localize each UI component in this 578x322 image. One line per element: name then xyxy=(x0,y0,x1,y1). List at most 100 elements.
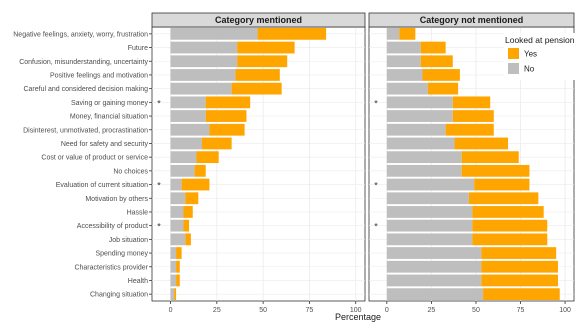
bar-segment-yes xyxy=(181,178,210,191)
bar-segment-no xyxy=(170,55,238,68)
y-category-label: Evaluation of current situation xyxy=(56,182,148,189)
bar-segment-yes xyxy=(481,247,557,259)
x-tick-label: 25 xyxy=(213,307,221,314)
bar-segment-no xyxy=(170,233,186,246)
bar-segment-yes xyxy=(237,41,295,54)
y-category-label: Confusion, misunderstanding, uncertainty xyxy=(19,59,148,66)
y-category-label: No choices xyxy=(113,168,148,175)
legend-swatch xyxy=(508,48,519,59)
bar-segment-no xyxy=(170,41,238,54)
x-tick-label: 0 xyxy=(169,307,173,314)
bar-segment-no xyxy=(170,82,232,95)
bar-segment-yes xyxy=(205,96,251,109)
bar-segment-yes xyxy=(399,27,416,40)
bar-segment-yes xyxy=(202,137,232,150)
bar-segment-yes xyxy=(461,151,519,164)
x-tick-label: 0 xyxy=(385,307,389,314)
bar-segment-no xyxy=(386,82,428,95)
y-category-label: Saving or gaining money xyxy=(71,100,149,107)
bar-segment-yes xyxy=(472,219,548,232)
bar-segment-yes xyxy=(422,69,460,81)
bar-segment-no xyxy=(386,41,421,54)
y-category-label: Cost or value of product or service xyxy=(41,155,148,162)
bar-segment-no xyxy=(170,151,197,164)
bar-segment-yes xyxy=(235,69,280,81)
y-category-label: Job situation xyxy=(109,237,148,244)
bar-segment-no xyxy=(170,178,182,191)
bar-segment-yes xyxy=(481,274,558,287)
bar-segment-yes xyxy=(454,137,509,150)
bar-segment-yes xyxy=(194,164,206,177)
bar-segment-no xyxy=(386,96,453,109)
bar-segment-yes xyxy=(205,110,247,122)
facet-title: Category mentioned xyxy=(215,15,302,25)
facet-strip xyxy=(368,12,575,28)
legend-label: Yes xyxy=(524,50,537,59)
bar-segment-yes xyxy=(468,192,539,205)
bar-segment-yes xyxy=(452,110,494,122)
y-category-label: Negative feelings, anxiety, worry, frust… xyxy=(13,31,148,38)
y-category-label: Changing situation xyxy=(90,292,148,299)
bar-segment-no xyxy=(386,192,469,205)
bar-segment-yes xyxy=(483,288,560,301)
y-category-label: Characteristics provider xyxy=(74,264,148,271)
bar-segment-no xyxy=(170,192,186,205)
y-category-label: Accessibility of product xyxy=(77,223,148,230)
bar-segment-yes xyxy=(196,151,219,164)
legend-swatch xyxy=(508,63,519,74)
significance-marker: * xyxy=(157,98,161,108)
x-tick-label: 100 xyxy=(559,307,571,314)
bar-segment-no xyxy=(386,206,473,218)
bar-segment-yes xyxy=(185,233,191,246)
y-category-label: Future xyxy=(128,45,148,52)
y-category-label: Careful and considered decision making xyxy=(23,86,148,93)
bar-segment-no xyxy=(386,137,455,150)
bar-segment-no xyxy=(170,260,177,273)
bar-segment-yes xyxy=(231,82,282,95)
y-category-label: Money, financial situation xyxy=(70,114,148,121)
y-category-label: Hassle xyxy=(127,209,149,216)
bar-segment-yes xyxy=(176,260,180,273)
y-category-label: Need for safety and security xyxy=(61,141,149,148)
y-category-label: Health xyxy=(128,278,148,285)
panel-background xyxy=(151,26,366,302)
bar-segment-yes xyxy=(481,260,558,273)
legend-title: Looked at pension xyxy=(505,35,575,45)
bar-segment-no xyxy=(170,96,206,109)
bar-segment-no xyxy=(170,288,175,301)
y-category-label: Disinterest, unmotivated, procrastinatio… xyxy=(23,127,148,134)
bar-segment-yes xyxy=(237,55,288,68)
bar-segment-no xyxy=(170,164,195,177)
bar-segment-no xyxy=(170,27,258,40)
bar-segment-no xyxy=(386,55,421,68)
significance-marker: * xyxy=(157,222,161,232)
bar-segment-no xyxy=(170,206,184,218)
bar-segment-yes xyxy=(461,164,530,177)
bar-segment-yes xyxy=(472,206,544,218)
bar-segment-no xyxy=(386,247,482,259)
bar-segment-yes xyxy=(472,233,548,246)
bar-segment-yes xyxy=(427,82,459,95)
bar-segment-no xyxy=(386,69,423,81)
bar-segment-yes xyxy=(176,274,180,287)
bar-segment-no xyxy=(170,69,236,81)
bar-segment-yes xyxy=(209,123,245,136)
bar-segment-yes xyxy=(183,206,193,218)
y-category-label: Positive feelings and motivation xyxy=(50,72,148,79)
x-axis-title: Percentage xyxy=(335,312,381,322)
bar-segment-no xyxy=(386,274,482,287)
bar-segment-no xyxy=(170,274,177,287)
bar-segment-no xyxy=(386,260,482,273)
significance-marker: * xyxy=(374,181,378,191)
bar-segment-yes xyxy=(185,192,199,205)
facet-title: Category not mentioned xyxy=(420,15,524,25)
significance-marker: * xyxy=(374,98,378,108)
bar-segment-yes xyxy=(257,27,327,40)
bar-segment-yes xyxy=(474,178,530,191)
bar-segment-no xyxy=(386,219,473,232)
legend-label: No xyxy=(524,65,535,74)
bar-segment-no xyxy=(170,110,206,122)
significance-marker: * xyxy=(157,181,161,191)
facet-strip xyxy=(151,12,366,28)
x-tick-label: 25 xyxy=(427,307,435,314)
